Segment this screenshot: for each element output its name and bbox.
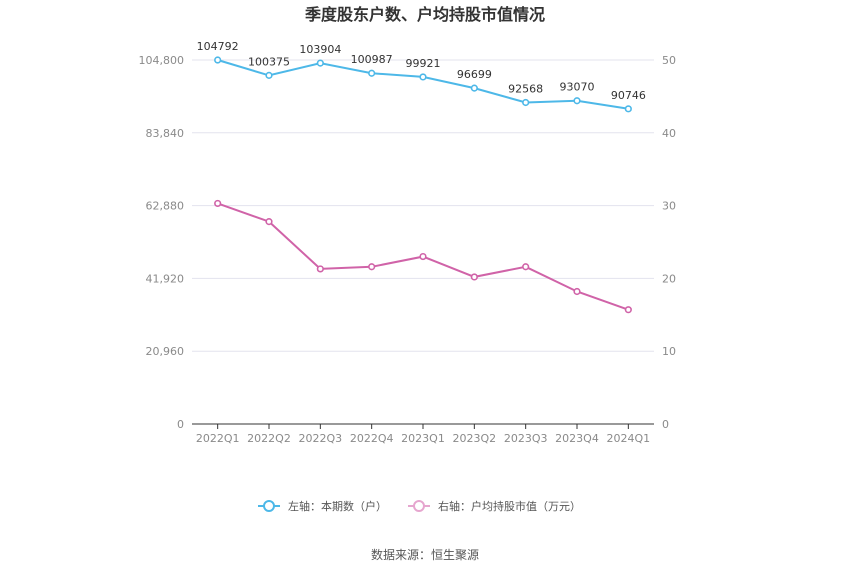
chart-title: 季度股东户数、户均持股市值情况 (304, 5, 545, 24)
axis-layer: 0 20,960 41,920 62,880 83,840 104,800 0 10 20 30 4… (139, 54, 677, 445)
data-label-layer: 104792 100375 103904 100987 99921 96699 92568 9… (197, 40, 646, 102)
x-axis-tick-label: 2022Q1 (196, 432, 240, 445)
right-axis-tick-label: 10 (662, 345, 676, 358)
right-axis-tick-label: 50 (662, 54, 676, 67)
data-label: 93070 (560, 81, 595, 94)
data-point (470, 84, 478, 92)
grid-layer (192, 59, 654, 352)
data-point (624, 306, 632, 314)
legend-label: 左轴：本期数（户） (288, 499, 387, 513)
left-axis-tick-label: 83,840 (146, 127, 185, 140)
legend-item-1[interactable]: 左轴：本期数（户） (258, 499, 387, 513)
data-label: 90746 (611, 89, 646, 102)
data-label: 96699 (457, 68, 492, 81)
x-axis-tick-label: 2022Q2 (247, 432, 291, 445)
data-point (316, 59, 324, 67)
x-axis-tick-label: 2023Q3 (504, 432, 548, 445)
legend-marker-icon (263, 500, 275, 512)
data-point (522, 98, 530, 107)
data-point (316, 265, 324, 273)
data-point (419, 252, 427, 261)
x-axis-tick-label: 2023Q2 (453, 432, 497, 445)
left-axis-tick-label: 20,960 (146, 345, 185, 358)
data-point (265, 218, 273, 226)
x-axis-tick-label: 2023Q4 (555, 432, 599, 445)
data-point (214, 199, 222, 208)
data-point (265, 71, 273, 79)
legend-item-2[interactable]: 右轴：户均持股市值（万元） (408, 499, 581, 513)
data-label: 104792 (197, 40, 239, 53)
x-axis-tick-label: 2022Q3 (299, 432, 343, 445)
legend-label: 右轴：户均持股市值（万元） (438, 499, 581, 513)
left-axis-tick-label: 104,800 (139, 54, 185, 67)
right-axis-tick-label: 0 (662, 418, 669, 431)
right-axis-tick-label: 20 (662, 272, 676, 285)
x-axis-tick-label: 2023Q1 (401, 432, 445, 445)
data-point (470, 273, 478, 281)
data-label: 100987 (351, 53, 393, 66)
right-axis-tick-label: 30 (662, 200, 676, 213)
data-label: 99921 (406, 57, 441, 70)
source-note: 数据来源：恒生聚源 (371, 547, 479, 562)
data-point (368, 263, 376, 271)
left-axis-tick-label: 62,880 (146, 200, 185, 213)
series-layer (214, 56, 632, 314)
left-axis-tick-label: 0 (177, 418, 184, 431)
left-axis-tick-label: 41,920 (146, 272, 185, 285)
data-point (214, 56, 222, 64)
right-axis-tick-label: 40 (662, 127, 676, 140)
data-point (419, 73, 427, 81)
legend[interactable]: 左轴：本期数（户） 右轴：户均持股市值（万元） (258, 499, 581, 513)
data-label: 103904 (299, 43, 341, 56)
data-label: 100375 (248, 55, 290, 68)
data-point (573, 287, 581, 296)
data-point (573, 97, 581, 105)
data-point (522, 263, 530, 271)
data-label: 92568 (508, 82, 543, 95)
data-point (624, 105, 632, 113)
x-axis-tick-label: 2022Q4 (350, 432, 394, 445)
data-point (368, 69, 376, 77)
legend-marker-icon (413, 500, 425, 512)
x-axis-tick-label: 2024Q1 (607, 432, 651, 445)
